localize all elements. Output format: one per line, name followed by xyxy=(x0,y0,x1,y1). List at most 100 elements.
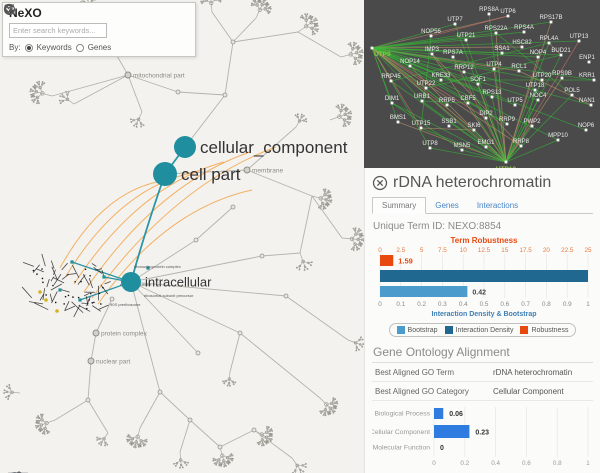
gene-node-label: SSB1 xyxy=(441,119,457,125)
unique-term-id: Unique Term ID: NEXO:8854 xyxy=(373,221,502,232)
svg-text:7.5: 7.5 xyxy=(438,247,447,254)
gene-node[interactable] xyxy=(520,45,524,49)
gene-node[interactable] xyxy=(549,20,553,24)
term-node-label: nuclear part xyxy=(96,359,131,366)
term-node-label: protein complex xyxy=(101,331,148,338)
go-alignment-heading: Gene Ontology Alignment xyxy=(373,345,510,359)
svg-text:0.9: 0.9 xyxy=(563,301,572,308)
gene-node[interactable] xyxy=(536,98,540,102)
gene-node-label: NOP6 xyxy=(578,123,595,129)
svg-text:22.5: 22.5 xyxy=(561,247,574,254)
gene-node[interactable] xyxy=(439,78,443,82)
gene-node[interactable] xyxy=(589,103,593,107)
radio-genes[interactable] xyxy=(75,43,84,52)
gene-node[interactable] xyxy=(577,39,581,43)
gene-node[interactable] xyxy=(506,14,510,18)
gene-node[interactable] xyxy=(513,103,517,107)
ontology-node[interactable] xyxy=(174,136,196,158)
term-node xyxy=(124,71,132,79)
gene-node[interactable] xyxy=(484,145,488,149)
gene-node[interactable] xyxy=(453,22,457,26)
gene-node[interactable] xyxy=(447,124,451,128)
gene-node[interactable] xyxy=(490,95,494,99)
ontology-node[interactable] xyxy=(153,162,177,186)
gene-node[interactable] xyxy=(464,38,468,42)
cluster-node xyxy=(70,260,74,264)
gene-node[interactable] xyxy=(570,93,574,97)
tab-genes[interactable]: Genes xyxy=(435,201,459,210)
gene-node[interactable] xyxy=(519,144,523,148)
svg-text:0.42: 0.42 xyxy=(472,290,486,297)
gene-network-canvas[interactable]: UTP9 RPS8A UTP6 UTP7 RPS17B NOP56 UTP21 RPS22A R… xyxy=(364,0,600,168)
gene-node[interactable] xyxy=(424,86,428,90)
close-icon[interactable] xyxy=(372,175,388,191)
detail-tabs: Summary Genes Interactions xyxy=(372,197,593,214)
svg-text:0.2: 0.2 xyxy=(460,460,469,467)
gene-node[interactable] xyxy=(472,128,476,132)
gene-node[interactable] xyxy=(460,148,464,152)
gene-node[interactable] xyxy=(419,126,423,130)
gene-node[interactable] xyxy=(547,41,551,45)
gene-node[interactable] xyxy=(560,76,564,80)
gene-node[interactable] xyxy=(530,124,534,128)
radio-keywords[interactable] xyxy=(24,43,33,52)
gene-node[interactable] xyxy=(494,31,498,35)
gene-node-label: RPS7A xyxy=(443,50,463,56)
search-input[interactable] xyxy=(9,23,107,38)
svg-text:25: 25 xyxy=(584,247,592,254)
svg-text:0.4: 0.4 xyxy=(459,301,468,308)
gene-node[interactable] xyxy=(484,116,488,120)
by-label: By: xyxy=(9,43,21,52)
gene-node[interactable] xyxy=(420,99,424,103)
term-node xyxy=(243,166,251,174)
gene-node[interactable] xyxy=(536,55,540,59)
gene-node[interactable] xyxy=(559,53,563,57)
svg-text:0: 0 xyxy=(440,445,444,452)
bootstrap-swatch xyxy=(396,326,405,334)
gene-node[interactable] xyxy=(504,160,508,164)
gene-node[interactable] xyxy=(522,30,526,34)
tab-interactions[interactable]: Interactions xyxy=(476,201,519,210)
gene-node[interactable] xyxy=(462,70,466,74)
ontology-graph-canvas[interactable]: ribonucleoprotein complex ribosomal subun… xyxy=(0,0,364,473)
gene-node[interactable] xyxy=(587,60,591,64)
svg-text:Biological Process: Biological Process xyxy=(374,411,430,418)
tab-summary[interactable]: Summary xyxy=(372,197,427,214)
gene-node-label: UTP21 xyxy=(457,33,476,39)
gene-node[interactable] xyxy=(396,120,400,124)
svg-text:0.5: 0.5 xyxy=(480,301,489,308)
gene-node-label: RRP45 xyxy=(381,74,401,80)
term-node-label: mitochondrial part xyxy=(133,73,185,80)
gene-node[interactable] xyxy=(476,82,480,86)
gene-node[interactable] xyxy=(451,55,455,59)
gene-node[interactable] xyxy=(390,101,394,105)
svg-text:0: 0 xyxy=(432,460,436,467)
go-term-key: Best Aligned GO Term xyxy=(375,368,454,377)
gene-node[interactable] xyxy=(500,51,504,55)
gene-node[interactable] xyxy=(556,138,560,142)
gene-node[interactable] xyxy=(429,34,433,38)
gene-node[interactable] xyxy=(370,46,374,50)
gene-node-label: UTP20 xyxy=(533,73,552,79)
gene-node[interactable] xyxy=(592,78,596,82)
gene-node[interactable] xyxy=(584,128,588,132)
gene-node[interactable] xyxy=(517,69,521,73)
gene-node[interactable] xyxy=(492,67,496,71)
gene-node[interactable] xyxy=(533,88,537,92)
gene-node[interactable] xyxy=(408,64,412,68)
svg-text:0.23: 0.23 xyxy=(475,429,489,436)
gene-node[interactable] xyxy=(430,52,434,56)
gene-node[interactable] xyxy=(540,78,544,82)
gene-node-label: UTP6 xyxy=(500,9,516,15)
gene-node[interactable] xyxy=(505,122,509,126)
gene-node[interactable] xyxy=(428,146,432,150)
gene-node[interactable] xyxy=(389,79,393,83)
gene-node-label: KRR1 xyxy=(579,73,596,79)
gene-node[interactable] xyxy=(445,103,449,107)
gene-node-label: RRP12 xyxy=(454,65,474,71)
svg-text:1: 1 xyxy=(586,301,590,308)
gene-node-label: UTP7 xyxy=(447,17,463,23)
gene-node[interactable] xyxy=(487,12,491,16)
ontology-node[interactable] xyxy=(121,272,141,292)
gene-node[interactable] xyxy=(466,101,470,105)
